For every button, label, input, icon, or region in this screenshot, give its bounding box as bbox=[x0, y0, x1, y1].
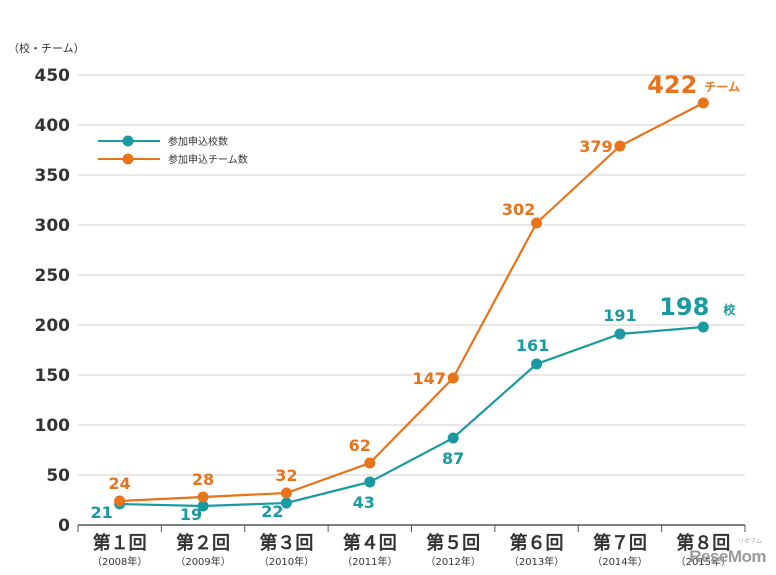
series-points bbox=[114, 97, 709, 512]
data-label: 43 bbox=[353, 493, 375, 512]
y-tick-label: 50 bbox=[46, 466, 70, 486]
y-tick-label: 400 bbox=[35, 116, 71, 136]
data-point bbox=[197, 491, 209, 503]
data-point bbox=[280, 497, 292, 509]
x-tick-label: 第６回 bbox=[510, 532, 564, 554]
x-tick-year: （2015年） bbox=[676, 555, 731, 568]
watermark-logo: ReseMom bbox=[689, 547, 766, 566]
x-tick-label: 第３回 bbox=[259, 532, 313, 554]
y-tick-label: 350 bbox=[35, 166, 71, 186]
data-label: 161 bbox=[516, 336, 549, 355]
data-label: 22 bbox=[261, 502, 283, 521]
data-point bbox=[114, 495, 126, 507]
data-point bbox=[447, 432, 459, 444]
data-label-highlight: 198 bbox=[659, 293, 709, 321]
data-point bbox=[697, 321, 709, 333]
data-point bbox=[197, 500, 209, 512]
y-tick-label: 100 bbox=[35, 416, 71, 436]
y-axis-ticks: 0 50 100 150 200 250 300 350 400 450 bbox=[35, 66, 71, 536]
data-label: 24 bbox=[109, 474, 131, 493]
x-tick-year: （2014年） bbox=[592, 555, 647, 568]
y-tick-label: 300 bbox=[35, 216, 71, 236]
data-point bbox=[364, 476, 376, 488]
data-point bbox=[531, 217, 543, 229]
x-tick-label: 第１回 bbox=[93, 532, 147, 554]
legend-label: 参加申込チーム数 bbox=[168, 153, 248, 166]
data-label: 62 bbox=[349, 436, 371, 455]
x-tick-label: 第４回 bbox=[343, 532, 397, 554]
x-tick-label: 第８回 bbox=[676, 532, 730, 554]
legend-marker bbox=[122, 153, 134, 165]
series-line-teams bbox=[119, 102, 704, 503]
data-point bbox=[614, 328, 626, 340]
x-tick-label: 第７回 bbox=[593, 532, 647, 554]
x-tick-year: （2013年） bbox=[509, 555, 564, 568]
data-label-suffix: 校 bbox=[723, 302, 736, 317]
y-tick-label: 200 bbox=[35, 316, 71, 336]
data-point bbox=[280, 487, 292, 499]
y-tick-label: 250 bbox=[35, 266, 71, 286]
watermark-subtext: リセマム bbox=[737, 538, 762, 545]
x-axis-ticks: 第１回（2008年） 第２回（2009年） 第３回（2010年） 第４回（2011年）… bbox=[77, 525, 746, 568]
series-line-schools bbox=[119, 325, 704, 508]
data-labels: 21 19 22 43 87 161 191 198 校 24 28 32 62 147 302 379 422… bbox=[91, 71, 740, 524]
data-label: 379 bbox=[579, 137, 612, 156]
data-label: 191 bbox=[603, 306, 636, 325]
x-tick-year: （2011年） bbox=[342, 555, 397, 568]
x-tick-year: （2010年） bbox=[259, 555, 314, 568]
data-label: 32 bbox=[275, 466, 297, 485]
y-tick-label: 0 bbox=[58, 516, 70, 536]
data-label: 19 bbox=[180, 505, 202, 524]
series-lines bbox=[119, 102, 704, 508]
data-label: 21 bbox=[91, 503, 113, 522]
x-tick-label: 第２回 bbox=[176, 532, 230, 554]
data-label: 28 bbox=[192, 470, 214, 489]
data-label: 87 bbox=[442, 449, 464, 468]
data-label: 302 bbox=[502, 200, 535, 219]
data-label-suffix: チーム bbox=[704, 80, 740, 94]
x-tick-label: 第５回 bbox=[426, 532, 480, 554]
x-tick-year: （2012年） bbox=[425, 555, 480, 568]
y-axis-unit-label: （校・チーム） bbox=[8, 41, 85, 55]
data-point bbox=[697, 97, 709, 109]
legend-label: 参加申込校数 bbox=[168, 135, 228, 148]
x-tick-year: （2009年） bbox=[175, 555, 230, 568]
data-point bbox=[364, 457, 376, 469]
gridlines bbox=[78, 74, 745, 526]
data-point bbox=[614, 140, 626, 152]
y-tick-label: 450 bbox=[35, 66, 71, 86]
x-tick-year: （2008年） bbox=[92, 555, 147, 568]
data-label: 147 bbox=[412, 369, 445, 388]
data-point bbox=[447, 372, 459, 384]
data-point bbox=[531, 358, 543, 370]
data-label-highlight: 422 bbox=[647, 71, 697, 99]
y-tick-label: 150 bbox=[35, 366, 71, 386]
legend-marker bbox=[122, 135, 134, 147]
